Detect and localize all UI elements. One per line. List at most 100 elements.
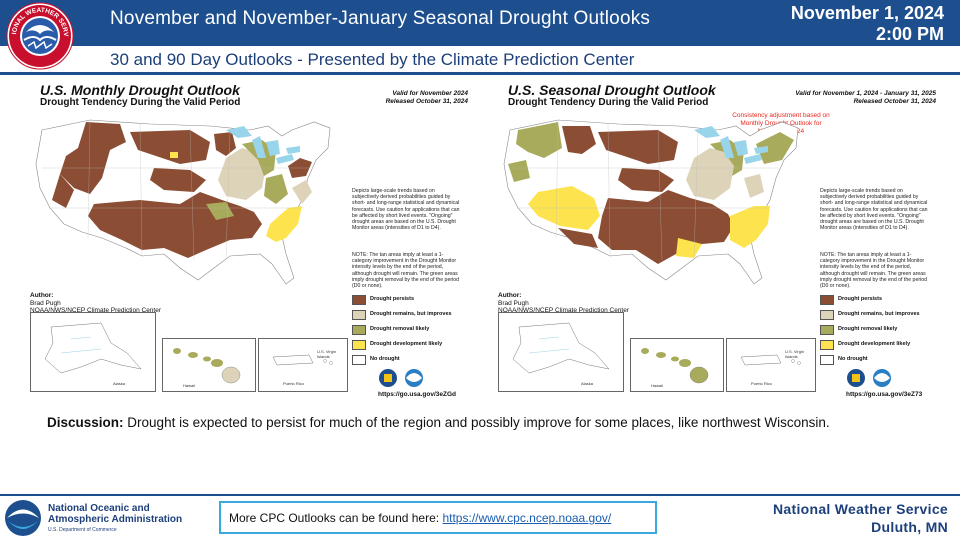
drought-persists-area: [214, 132, 236, 156]
drought-improves-area: [292, 180, 312, 204]
nws-name: National Weather Service: [772, 501, 948, 517]
map-description: Depicts large-scale trends based on subj…: [820, 188, 928, 232]
legend-swatch: [820, 355, 834, 365]
agency-logos: [847, 369, 891, 387]
noaa-name-line2: Atmospheric Administration: [48, 514, 183, 525]
hawaii-map: [641, 348, 709, 384]
header-title-bar: [0, 0, 960, 46]
legend-label: Drought development likely: [838, 341, 911, 347]
legend-label: Drought persists: [370, 296, 415, 302]
drought-persists-area: [558, 228, 598, 248]
commerce-seal-icon: [384, 374, 392, 382]
valid-period: Valid for November 1, 2024 - January 31,…: [795, 90, 936, 97]
cpc-outlooks-text: More CPC Outlooks can be found here: htt…: [229, 511, 611, 525]
legend-item: Drought remains, but improves: [352, 309, 472, 322]
alaska-label: Alaska: [581, 381, 594, 386]
alaska-map: [44, 322, 142, 374]
map-title: U.S. Monthly Drought Outlook: [40, 82, 240, 98]
seasonal-outlook-map: U.S. Seasonal Drought Outlook Drought Te…: [498, 80, 946, 400]
author-name: Brad Pugh: [498, 299, 529, 307]
drought-development-area: [170, 152, 178, 158]
alaska-label: Alaska: [113, 381, 126, 386]
drought-development-area: [730, 206, 770, 248]
legend-item: Drought removal likely: [820, 324, 940, 337]
drought-persists-area: [60, 122, 126, 194]
author-label: Author:: [30, 292, 54, 299]
map-tan-note: NOTE: The tan areas imply at least a 1-c…: [820, 252, 927, 290]
legend-item: Drought development likely: [352, 339, 472, 352]
author-label: Author:: [498, 292, 522, 299]
drought-persists-area: [150, 168, 206, 192]
hawaii-label: Hawaii: [651, 383, 664, 388]
author-block: Author: Brad Pugh NOAA/NWS/NCEP Climate …: [498, 292, 629, 315]
agency-logos: [379, 369, 423, 387]
header: NATIONAL WEATHER SERVICE November and No…: [0, 0, 960, 75]
legend-item: No drought: [820, 354, 940, 367]
noaa-logo-text: NOAA: [14, 517, 32, 523]
great-lakes: [226, 126, 300, 164]
map-title: U.S. Seasonal Drought Outlook: [508, 82, 716, 98]
drought-improves-area: [686, 148, 734, 200]
map-description: Depicts large-scale trends based on subj…: [352, 188, 460, 232]
pr-label: Puerto Rico: [283, 381, 304, 386]
drought-persists-area: [130, 130, 210, 164]
drought-improves-area: [744, 174, 764, 198]
release-date: Released October 31, 2024: [853, 98, 936, 105]
map-short-url[interactable]: https://go.usa.gov/3eZ73: [846, 391, 923, 398]
author-block: Author: Brad Pugh NOAA/NWS/NCEP Climate …: [30, 292, 161, 315]
commerce-seal-icon: [852, 374, 860, 382]
header-rule: [0, 72, 960, 75]
legend-item: Drought remains, but improves: [820, 309, 940, 322]
issue-date: November 1, 2024: [790, 3, 944, 23]
legend-swatch: [352, 295, 366, 305]
page-title: November and November-January Seasonal D…: [110, 8, 651, 29]
legend-item: No drought: [352, 354, 472, 367]
pr-label: Puerto Rico: [751, 381, 772, 386]
legend-item: Drought development likely: [820, 339, 940, 352]
hawaii-inset: Hawaii: [162, 338, 256, 392]
legend-item: Drought persists: [820, 294, 940, 307]
noaa-logo: NOAA: [5, 500, 41, 536]
legend-swatch: [352, 355, 366, 365]
alaska-inset: Alaska: [498, 312, 624, 392]
cpc-outlooks-link[interactable]: https://www.cpc.ncep.noaa.gov/: [442, 511, 612, 525]
drought-removal-area: [206, 202, 234, 220]
valid-period: Valid for November 2024: [392, 90, 468, 97]
legend-label: Drought remains, but improves: [370, 311, 452, 317]
discussion: Discussion: Drought is expected to persi…: [47, 415, 830, 430]
release-date: Released October 31, 2024: [385, 98, 468, 105]
map-subtitle: Drought Tendency During the Valid Period: [508, 97, 709, 108]
author-name: Brad Pugh: [30, 299, 61, 307]
legend-swatch: [820, 340, 834, 350]
legend-item: Drought persists: [352, 294, 472, 307]
footer-rule: [0, 494, 960, 496]
legend-item: Drought removal likely: [352, 324, 472, 337]
drought-removal-area: [508, 160, 530, 182]
legend-label: Drought removal likely: [838, 326, 898, 332]
legend-swatch: [820, 325, 834, 335]
legend-swatch: [352, 325, 366, 335]
noaa-seal-icon: [874, 373, 890, 382]
drought-persists-area: [52, 174, 74, 208]
hawaii-label: Hawaii: [183, 383, 196, 388]
author-org: NOAA/NWS/NCEP Climate Prediction Center: [498, 307, 630, 314]
map-short-url[interactable]: https://go.usa.gov/3eZGd: [378, 391, 457, 398]
legend-label: No drought: [838, 356, 868, 362]
legend-swatch: [352, 340, 366, 350]
state-boundaries: [42, 119, 310, 261]
header-subtitle-band: [0, 46, 960, 72]
nws-logo: NATIONAL WEATHER SERVICE: [6, 2, 74, 70]
author-org: NOAA/NWS/NCEP Climate Prediction Center: [30, 307, 162, 314]
discussion-text: Drought is expected to persist for much …: [127, 415, 830, 430]
drought-improves-area: [218, 148, 266, 200]
puerto-rico-map: [272, 354, 333, 366]
drought-development-area: [676, 238, 702, 258]
puerto-rico-inset: Puerto Rico U.S. Virgin Islands: [258, 338, 348, 392]
alaska-inset: Alaska: [30, 312, 156, 392]
drought-persists-area: [618, 168, 674, 192]
page-subtitle: 30 and 90 Day Outlooks - Presented by th…: [110, 50, 635, 69]
vi-label: U.S. Virgin Islands: [317, 349, 337, 359]
great-lakes: [694, 126, 768, 164]
hawaii-map: [173, 348, 241, 384]
